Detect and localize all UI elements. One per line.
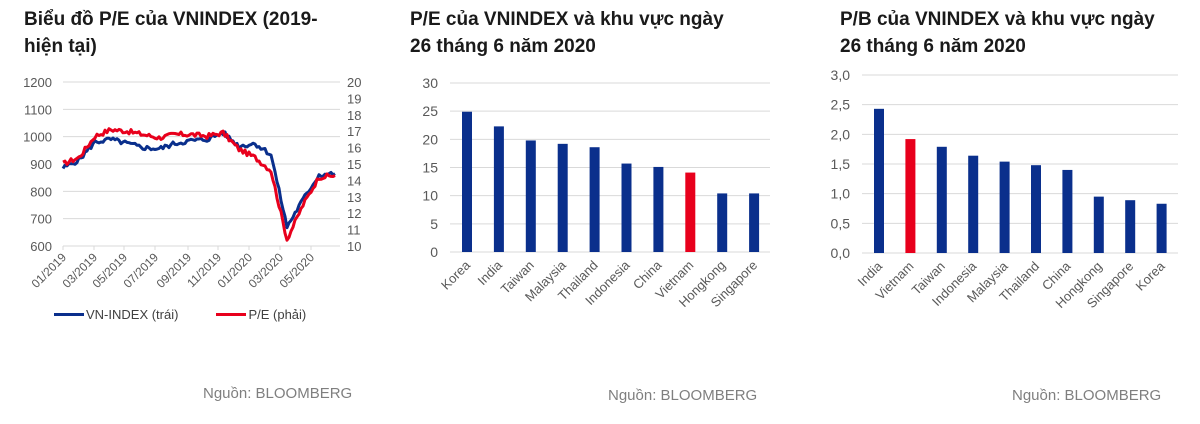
- bar-hongkong: [717, 193, 728, 252]
- y-tick-label: 0,5: [831, 215, 851, 231]
- x-category-label: Korea: [1133, 258, 1169, 294]
- bar-vietnam: [685, 172, 696, 252]
- y-right-tick: 19: [347, 91, 361, 106]
- bar-india: [493, 126, 504, 252]
- y-tick-label: 5: [430, 216, 438, 232]
- y-left-tick: 1200: [23, 75, 52, 90]
- y-right-tick: 12: [347, 206, 361, 221]
- y-tick-label: 0: [430, 244, 438, 260]
- y-right-tick: 13: [347, 190, 361, 205]
- bar-taiwan: [936, 146, 947, 253]
- chart-title: P/B của VNINDEX và khu vực ngày 26 tháng…: [840, 6, 1155, 60]
- bar-china: [653, 166, 664, 252]
- x-category-label: Korea: [438, 257, 474, 293]
- chart-title: Biểu đồ P/E của VNINDEX (2019- hiện tại): [24, 6, 318, 60]
- panel-pe-region: P/E của VNINDEX và khu vực ngày 26 tháng…: [400, 0, 800, 424]
- bar-hongkong: [1093, 196, 1104, 253]
- legend-swatch-vnindex: [54, 313, 84, 316]
- bar-indonesia: [621, 163, 632, 252]
- y-tick-label: 30: [422, 75, 438, 91]
- legend-label-pe: P/E (phải): [248, 307, 307, 322]
- y-tick-label: 15: [422, 160, 438, 176]
- bar-singapore: [1125, 200, 1136, 253]
- y-right-tick: 15: [347, 157, 361, 172]
- source-label: Nguồn: BLOOMBERG: [608, 387, 758, 404]
- y-tick-label: 10: [422, 188, 438, 204]
- y-tick-label: 0,0: [831, 245, 851, 261]
- bar-indonesia: [968, 155, 979, 253]
- y-right-tick: 20: [347, 75, 361, 90]
- y-tick-label: 2,0: [831, 126, 851, 142]
- y-tick-label: 2,5: [831, 97, 851, 113]
- series-vnindex-line: [61, 130, 336, 230]
- bar-taiwan: [525, 140, 536, 252]
- y-right-tick: 11: [347, 223, 361, 238]
- y-left-tick: 800: [30, 184, 52, 199]
- y-right-tick: 10: [347, 239, 361, 254]
- y-tick-label: 20: [422, 131, 438, 147]
- legend-label-vnindex: VN-INDEX (trái): [86, 307, 179, 322]
- y-right-tick: 16: [347, 141, 361, 156]
- y-right-tick: 14: [347, 173, 361, 188]
- y-left-tick: 700: [30, 212, 52, 227]
- bar-chart-pb: 0,00,51,01,52,02,53,0IndiaVietnamTaiwanI…: [831, 67, 1178, 311]
- series-pe-line: [62, 127, 336, 242]
- bar-vietnam: [905, 139, 916, 253]
- bar-korea: [462, 111, 472, 252]
- y-tick-label: 1,5: [831, 156, 851, 172]
- y-tick-label: 1,0: [831, 186, 851, 202]
- bar-malaysia: [557, 143, 568, 252]
- y-left-tick: 900: [30, 157, 52, 172]
- y-left-tick: 600: [30, 239, 52, 254]
- source-label: Nguồn: BLOOMBERG: [203, 385, 353, 402]
- y-left-tick: 1100: [24, 102, 52, 117]
- title-line-1: P/B của VNINDEX và khu vực ngày: [840, 9, 1155, 30]
- bar-thailand: [1031, 165, 1041, 253]
- panel-pe-history: Biểu đồ P/E của VNINDEX (2019- hiện tại)…: [0, 0, 400, 424]
- y-left-tick: 1000: [23, 130, 52, 145]
- y-tick-label: 25: [422, 103, 438, 119]
- chart-title: P/E của VNINDEX và khu vực ngày 26 tháng…: [410, 6, 724, 60]
- legend-swatch-pe: [216, 313, 247, 316]
- y-right-tick: 17: [347, 124, 361, 139]
- bar-india: [874, 108, 884, 253]
- title-line-1: Biểu đồ P/E của VNINDEX (2019-: [24, 9, 318, 30]
- title-line-2: hiện tại): [24, 36, 97, 57]
- bar-malaysia: [999, 161, 1010, 253]
- panel-pb-region: P/B của VNINDEX và khu vực ngày 26 tháng…: [800, 0, 1200, 424]
- y-tick-label: 3,0: [831, 67, 851, 83]
- bar-singapore: [749, 193, 760, 252]
- bar-thailand: [589, 147, 600, 252]
- bar-china: [1062, 169, 1073, 253]
- legend: VN-INDEX (trái) P/E (phải): [54, 307, 306, 322]
- title-line-2: 26 tháng 6 năm 2020: [410, 36, 596, 57]
- title-line-1: P/E của VNINDEX và khu vực ngày: [410, 9, 724, 30]
- source-label: Nguồn: BLOOMBERG: [1012, 387, 1162, 404]
- title-line-2: 26 tháng 6 năm 2020: [840, 36, 1026, 57]
- x-tick-label: 05/2020: [277, 250, 318, 291]
- bar-korea: [1156, 203, 1167, 253]
- x-tick-label: 07/2019: [121, 250, 162, 291]
- y-right-tick: 18: [347, 108, 361, 123]
